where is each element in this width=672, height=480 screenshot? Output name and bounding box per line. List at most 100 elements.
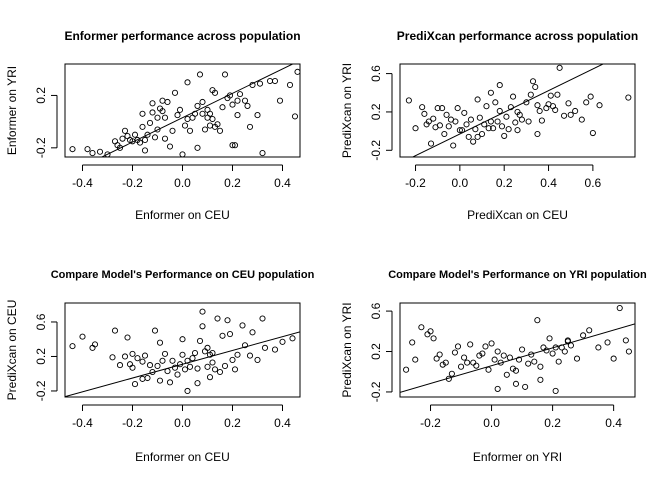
data-point (204, 344, 211, 351)
data-point (467, 341, 474, 348)
data-point (439, 361, 446, 368)
data-point (485, 125, 492, 132)
data-point (610, 355, 617, 362)
data-point (450, 142, 457, 149)
data-point (441, 130, 448, 138)
data-point (625, 94, 632, 101)
data-point (572, 107, 579, 115)
regression-line (65, 331, 300, 397)
data-point (139, 123, 146, 130)
data-point (554, 91, 561, 98)
data-point (547, 92, 554, 99)
data-point (482, 343, 489, 350)
scatter-panel-4: Compare Model's Performance on YRI popul… (340, 269, 647, 464)
data-point (457, 363, 465, 370)
x-tick-label: -0.4 (72, 416, 93, 430)
x-axis: -0.2 0.0 0.2 0.4 0.6 (405, 164, 602, 190)
data-point (261, 344, 269, 351)
points-layer (69, 68, 300, 157)
data-point (136, 139, 144, 146)
x-tick-label: 0.4 (540, 176, 557, 190)
data-point (129, 364, 136, 371)
data-point (159, 357, 166, 364)
data-point (409, 339, 416, 346)
data-point (271, 346, 279, 353)
data-point (427, 140, 435, 147)
data-point (229, 142, 236, 149)
data-point (214, 315, 221, 322)
points-layer (403, 305, 632, 394)
data-point (488, 340, 495, 347)
data-point (191, 349, 199, 357)
data-point (464, 359, 471, 366)
x-tick-label: 0.2 (224, 176, 241, 190)
data-point (474, 96, 481, 103)
data-point (536, 107, 543, 115)
data-point (291, 113, 299, 120)
data-point (154, 126, 161, 133)
data-point (294, 68, 300, 75)
data-point (463, 121, 470, 128)
data-point (534, 130, 541, 138)
data-point (161, 135, 169, 142)
data-point (149, 109, 156, 116)
data-point (515, 356, 523, 363)
data-point (174, 371, 181, 378)
data-point (231, 142, 239, 149)
data-point (494, 348, 501, 355)
data-point (454, 105, 461, 112)
data-point (254, 112, 261, 119)
y-axis: -0.2 0.2 0.6 (369, 65, 393, 161)
data-point (279, 338, 286, 345)
y-tick-label: 0.2 (34, 348, 48, 365)
data-point (439, 105, 446, 112)
data-point (194, 365, 201, 372)
data-point (201, 126, 209, 133)
y-axis: -0.2 0.2 (34, 87, 58, 158)
data-point (214, 121, 221, 128)
data-point (534, 102, 541, 109)
x-axis: -0.4 -0.2 0.0 0.2 0.4 (72, 164, 291, 190)
data-point (479, 350, 486, 357)
data-point (209, 87, 216, 94)
data-point (156, 377, 164, 384)
data-point (69, 146, 76, 153)
data-point (196, 71, 204, 78)
data-point (537, 376, 544, 383)
data-point (104, 151, 111, 157)
data-point (206, 122, 214, 129)
data-point (119, 135, 126, 142)
data-point (622, 337, 629, 344)
data-point (199, 323, 206, 330)
data-point (184, 387, 191, 395)
data-point (139, 358, 146, 365)
data-point (236, 91, 244, 98)
data-point (512, 367, 520, 374)
data-point (229, 356, 236, 363)
data-point (141, 352, 149, 359)
data-point (445, 123, 452, 130)
data-point (433, 355, 440, 362)
data-point (179, 336, 186, 343)
x-tick-label: -0.2 (405, 176, 426, 190)
data-point (412, 356, 419, 363)
data-point (425, 118, 432, 125)
data-point (586, 327, 593, 334)
x-tick-label: 0.0 (483, 416, 500, 430)
x-tick-label: 0.2 (544, 416, 561, 430)
data-point (206, 110, 214, 117)
data-point (234, 112, 241, 119)
data-point (412, 125, 419, 132)
panel-title: PrediXcan performance across population (397, 29, 638, 43)
data-point (565, 100, 572, 107)
data-point (194, 144, 201, 151)
data-point (84, 146, 91, 153)
data-point (451, 349, 458, 356)
data-point (219, 104, 226, 111)
data-point (216, 368, 224, 376)
data-point (231, 366, 239, 373)
data-point (159, 108, 166, 115)
data-point (89, 150, 96, 157)
data-point (256, 80, 264, 87)
